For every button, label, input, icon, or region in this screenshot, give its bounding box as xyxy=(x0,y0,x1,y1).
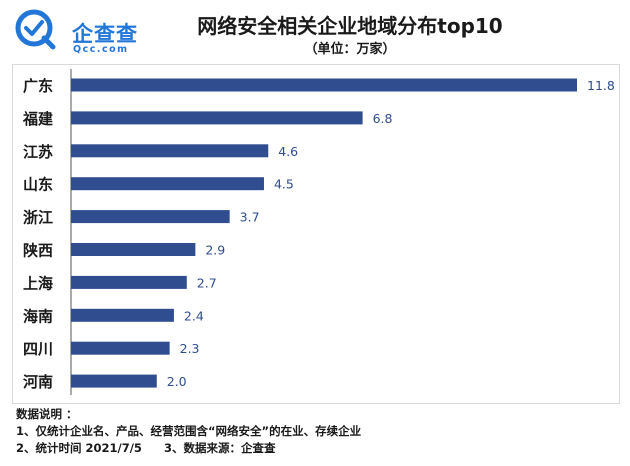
category-label: 广东 xyxy=(23,77,53,95)
bar xyxy=(71,111,363,125)
bar-chart: 广东 11.8 福建 6.8 江苏 4.6 山东 4.5 浙江 3.7 陕西 2.9 上海 2.7 海南 2.… xyxy=(22,69,615,395)
data-notes: 数据说明 ： 1、仅统计企业名、产品、经营范围含“网络安全”的在业、存续企业 2… xyxy=(16,406,361,457)
category-label: 上海 xyxy=(23,274,53,292)
bar xyxy=(71,177,264,191)
category-label: 陕西 xyxy=(23,242,53,260)
value-label: 4.5 xyxy=(274,177,294,192)
category-label: 河南 xyxy=(23,373,53,391)
chart-subtitle: （单位：万家） xyxy=(304,42,396,57)
chart-frame: 广东 11.8 福建 6.8 江苏 4.6 山东 4.5 浙江 3.7 陕西 2.9 上海 2.7 海南 2.… xyxy=(12,64,620,404)
value-label: 3.7 xyxy=(240,210,260,225)
bar xyxy=(71,341,170,355)
category-label: 四川 xyxy=(23,340,53,358)
bar xyxy=(71,275,187,289)
category-label: 福建 xyxy=(22,110,54,128)
value-label: 2.9 xyxy=(205,243,225,258)
bar xyxy=(71,374,157,388)
notes-line-1: 1、仅统计企业名、产品、经营范围含“网络安全”的在业、存续企业 xyxy=(16,424,362,438)
brand-logo: 企查查 Qcc.com xyxy=(14,8,144,55)
bar xyxy=(71,144,269,158)
value-label: 6.8 xyxy=(373,111,393,126)
notes-date: 2、统计时间 2021/7/5 xyxy=(16,441,142,455)
bar xyxy=(71,210,230,224)
bar xyxy=(71,78,577,92)
qcc-logo-icon xyxy=(15,9,56,50)
chart-title: 网络安全相关企业地域分布top10 xyxy=(197,14,503,38)
notes-heading: 数据说明 ： xyxy=(16,407,78,421)
value-label: 4.6 xyxy=(278,144,298,159)
bar xyxy=(71,243,196,256)
bar xyxy=(71,308,174,322)
value-label: 2.3 xyxy=(180,341,200,356)
notes-source: 3、数据来源：企查查 xyxy=(163,441,276,455)
value-label: 11.8 xyxy=(587,78,615,93)
category-label: 浙江 xyxy=(23,209,53,227)
category-label: 海南 xyxy=(23,307,53,325)
category-label: 江苏 xyxy=(23,143,53,161)
value-label: 2.4 xyxy=(184,308,204,323)
brand-name: 企查查 xyxy=(72,22,138,46)
category-label: 山东 xyxy=(23,176,53,194)
value-label: 2.0 xyxy=(167,374,187,389)
notes-line-2: 2、统计时间 2021/7/5 3、数据来源：企查查 xyxy=(16,440,361,457)
brand-domain: Qcc.com xyxy=(73,44,129,55)
value-label: 2.7 xyxy=(197,275,217,290)
